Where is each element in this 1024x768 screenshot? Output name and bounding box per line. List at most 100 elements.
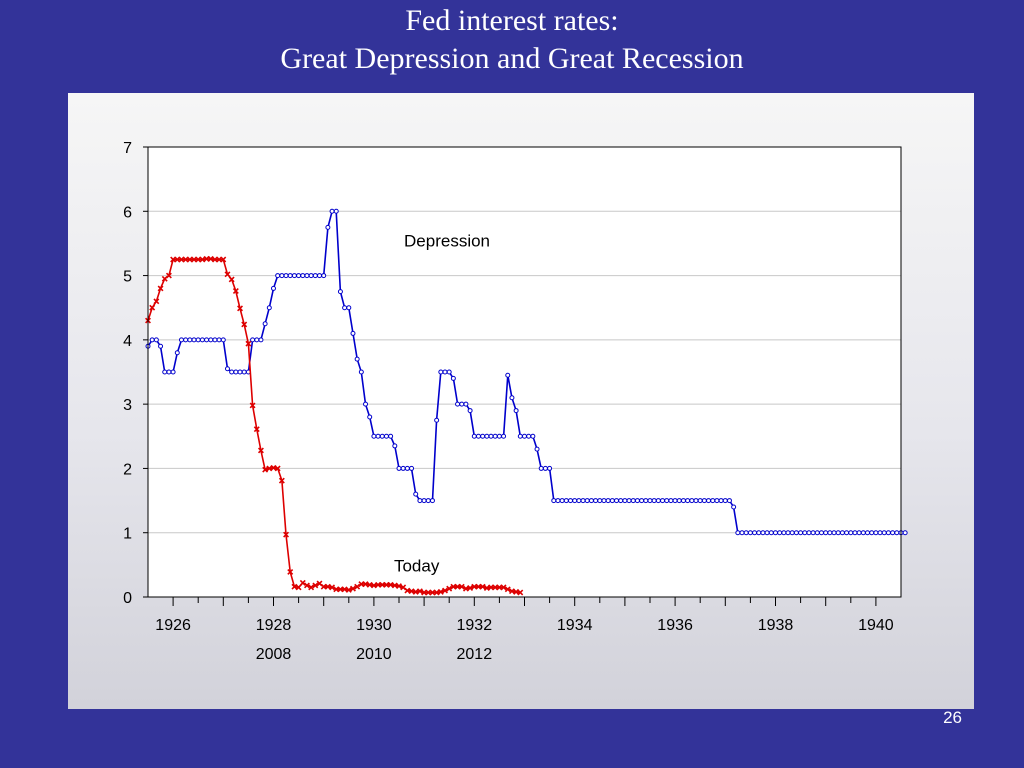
data-point-stroke: [153, 298, 160, 305]
data-point: [597, 498, 603, 504]
data-point-stroke: [270, 464, 277, 471]
data-point: [375, 433, 381, 439]
data-point: [685, 498, 691, 504]
data-point: [877, 530, 883, 536]
data-point: [467, 585, 474, 591]
data-point: [827, 530, 833, 536]
data-point: [237, 305, 243, 312]
data-point: [689, 498, 695, 504]
data-point: [693, 498, 699, 504]
data-point: [275, 273, 281, 279]
data-point: [229, 369, 235, 375]
data-point: [379, 433, 385, 439]
data-point-stroke: [396, 583, 402, 590]
plot-frame: [147, 146, 902, 598]
data-point: [530, 433, 536, 439]
data-point: [643, 498, 649, 504]
data-point: [614, 498, 620, 504]
data-point: [250, 337, 256, 343]
data-point-stroke: [345, 586, 352, 593]
data-point: [371, 433, 377, 439]
data-point: [358, 369, 364, 375]
data-point: [224, 366, 230, 372]
data-point: [752, 530, 758, 536]
data-point: [860, 530, 866, 536]
x-tick-label: 1934: [557, 617, 593, 634]
data-point-stroke: [500, 584, 507, 591]
data-point-stroke: [324, 583, 331, 590]
data-point: [412, 588, 419, 595]
data-point: [295, 584, 302, 591]
data-point: [584, 498, 590, 504]
data-point: [806, 530, 812, 536]
data-point-stroke: [228, 276, 235, 283]
data-point-stroke: [283, 531, 290, 538]
data-point: [233, 369, 239, 375]
data-point: [237, 369, 243, 375]
data-point: [488, 433, 494, 439]
data-point: [413, 491, 419, 497]
data-point-stroke: [329, 584, 336, 591]
data-point: [831, 530, 837, 536]
data-point: [283, 273, 289, 279]
data-point: [354, 583, 361, 590]
data-point: [513, 588, 520, 595]
data-point: [325, 224, 331, 230]
data-point-stroke: [224, 271, 231, 278]
data-point: [718, 498, 724, 504]
data-point-stroke: [341, 586, 348, 593]
data-point-stroke: [442, 587, 448, 594]
data-point: [434, 417, 440, 423]
data-point: [710, 498, 716, 504]
data-point: [634, 498, 640, 504]
data-point: [471, 433, 477, 439]
data-point: [848, 530, 854, 536]
data-point-stroke: [299, 579, 306, 586]
data-point: [547, 465, 553, 471]
data-point: [270, 464, 277, 471]
x-tick-label: 1932: [457, 617, 493, 634]
data-point-stroke: [262, 466, 269, 473]
data-point: [839, 530, 845, 536]
data-point: [856, 530, 862, 536]
data-point: [605, 498, 611, 504]
data-point: [396, 465, 402, 471]
data-point: [208, 337, 214, 343]
data-point: [764, 530, 770, 536]
data-point: [417, 498, 423, 504]
data-point: [706, 498, 712, 504]
data-point-stroke: [462, 585, 469, 592]
annotation-today: Today: [394, 556, 440, 575]
data-point: [400, 465, 406, 471]
data-point: [291, 583, 298, 590]
data-point: [442, 369, 448, 375]
x-tick-label: 1926: [155, 617, 191, 634]
data-point: [818, 530, 824, 536]
data-point: [501, 433, 507, 439]
data-point: [521, 433, 527, 439]
data-point-stroke: [220, 256, 227, 263]
data-point: [781, 530, 787, 536]
data-point-stroke: [266, 465, 273, 472]
data-point: [701, 498, 707, 504]
x-tick-label: 1928: [256, 617, 292, 634]
data-point: [442, 587, 448, 594]
data-point: [458, 583, 465, 590]
data-point: [726, 498, 732, 504]
data-point: [253, 426, 260, 433]
data-point: [534, 446, 540, 452]
data-point: [823, 530, 829, 536]
data-point: [526, 433, 532, 439]
data-point: [777, 530, 783, 536]
y-tick-label: 4: [123, 333, 132, 350]
data-point: [676, 498, 682, 504]
data-point: [572, 498, 578, 504]
data-point: [588, 498, 594, 504]
y-tick-label: 1: [123, 526, 132, 543]
data-point-stroke: [249, 402, 256, 409]
data-point: [204, 337, 210, 343]
data-point-stroke: [295, 584, 302, 591]
data-point: [508, 588, 515, 595]
data-point-stroke: [207, 255, 214, 262]
y-tick-label: 0: [123, 590, 132, 607]
